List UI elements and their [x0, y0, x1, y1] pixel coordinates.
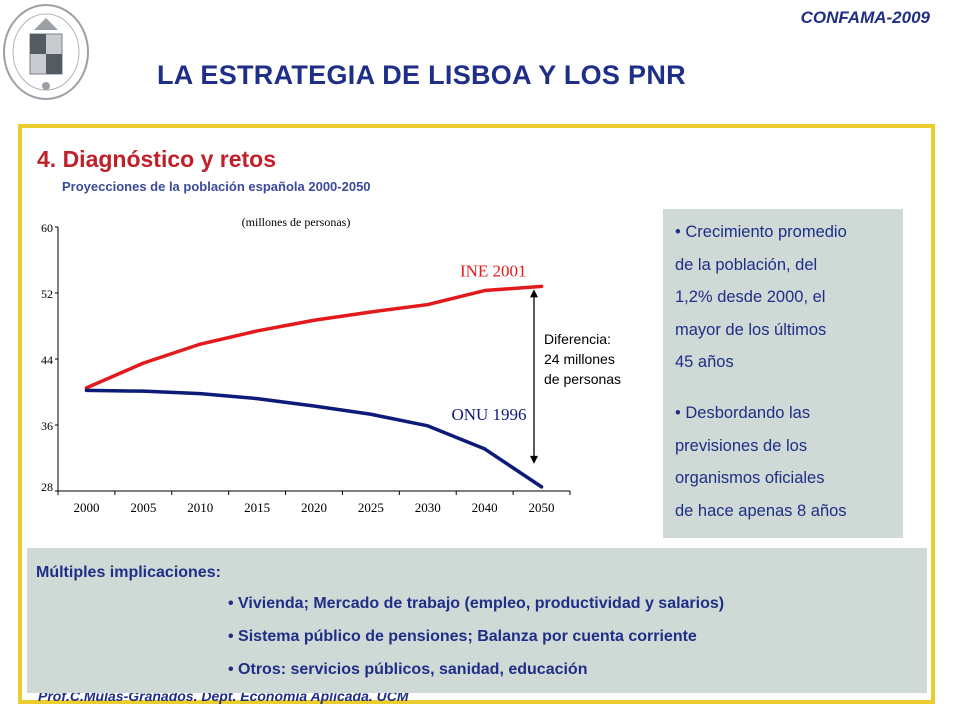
y-tick-label: 60 [41, 221, 53, 235]
note-forecasts-line: organismos oficiales [675, 469, 825, 487]
note-growth-line: 1,2% desde 2000, el [675, 288, 826, 306]
note-growth-line: 45 años [675, 353, 734, 371]
x-tick-label: 2040 [472, 500, 498, 515]
data-point [84, 388, 88, 392]
chart-subtitle: Proyecciones de la población española 20… [62, 179, 371, 194]
data-point [369, 412, 373, 416]
population-line-chart: 60 52 44 36 28 2000 2005 2010 2015 2020 2025 2030 20… [41, 215, 621, 515]
note-growth-line: • Crecimiento promedio [675, 223, 847, 241]
implication-item: • Otros: servicios públicos, sanidad, ed… [228, 661, 588, 678]
y-tick-label: 44 [41, 353, 53, 367]
note-forecasts-line: • Desbordando las [675, 404, 811, 422]
difference-arrow-head [530, 289, 538, 298]
data-point [198, 342, 202, 346]
data-point [483, 289, 487, 293]
x-tick-label: 2010 [187, 500, 213, 515]
implication-item: • Vivienda; Mercado de trabajo (empleo, … [228, 595, 725, 612]
section-title: 4. Diagnóstico y retos [37, 146, 277, 172]
x-tick-label: 2005 [130, 500, 156, 515]
note-forecasts: • Desbordando las previsiones de los org… [663, 397, 893, 527]
data-point [369, 310, 373, 314]
note-growth: • Crecimiento promedio de la población, … [663, 216, 893, 379]
series-label: INE 2001 [460, 261, 527, 280]
difference-annotation: Diferencia: [544, 331, 611, 347]
data-point [312, 318, 316, 322]
y-tick-label: 52 [41, 287, 53, 301]
data-point [255, 329, 259, 333]
x-tick-label: 2025 [358, 500, 384, 515]
x-tick-label: 2015 [244, 500, 270, 515]
growth-notes-box: • Crecimiento promedio de la población, … [663, 209, 903, 538]
data-point [483, 447, 487, 451]
x-tick-label: 2050 [529, 500, 555, 515]
series-line [84, 284, 544, 390]
chart-unit-note: (millones de personas) [242, 215, 351, 229]
implications-box: Múltiples implicaciones: • Vivienda; Mer… [27, 548, 927, 693]
x-tick-label: 2020 [301, 500, 327, 515]
data-point [540, 485, 544, 489]
data-point [426, 303, 430, 307]
data-point [141, 361, 145, 365]
implication-item: • Sistema público de pensiones; Balanza … [228, 628, 697, 645]
data-point [198, 392, 202, 396]
university-seal-logo [3, 4, 89, 100]
difference-arrow-head [530, 455, 538, 464]
page-title: LA ESTRATEGIA DE LISBOA Y LOS PNR [157, 60, 686, 90]
data-point [426, 424, 430, 428]
x-tick-label: 2000 [73, 500, 99, 515]
note-growth-line: mayor de los últimos [675, 320, 827, 339]
x-tick-label: 2030 [415, 500, 441, 515]
event-tag: CONFAMA-2009 [800, 8, 930, 27]
content-frame [18, 124, 935, 704]
data-point [540, 284, 544, 288]
series-label: ONU 1996 [451, 405, 526, 424]
note-forecasts-line: previsiones de los [675, 436, 808, 455]
data-point [312, 404, 316, 408]
note-growth-line: de la población, del [675, 255, 818, 274]
difference-annotation: 24 millones [544, 351, 615, 367]
y-tick-label: 28 [41, 480, 53, 494]
implications-title: Múltiples implicaciones: [36, 564, 221, 581]
note-forecasts-line: de hace apenas 8 años [675, 501, 847, 520]
data-point [141, 389, 145, 393]
difference-annotation: de personas [544, 371, 621, 387]
y-tick-label: 36 [41, 419, 53, 433]
data-point [255, 397, 259, 401]
